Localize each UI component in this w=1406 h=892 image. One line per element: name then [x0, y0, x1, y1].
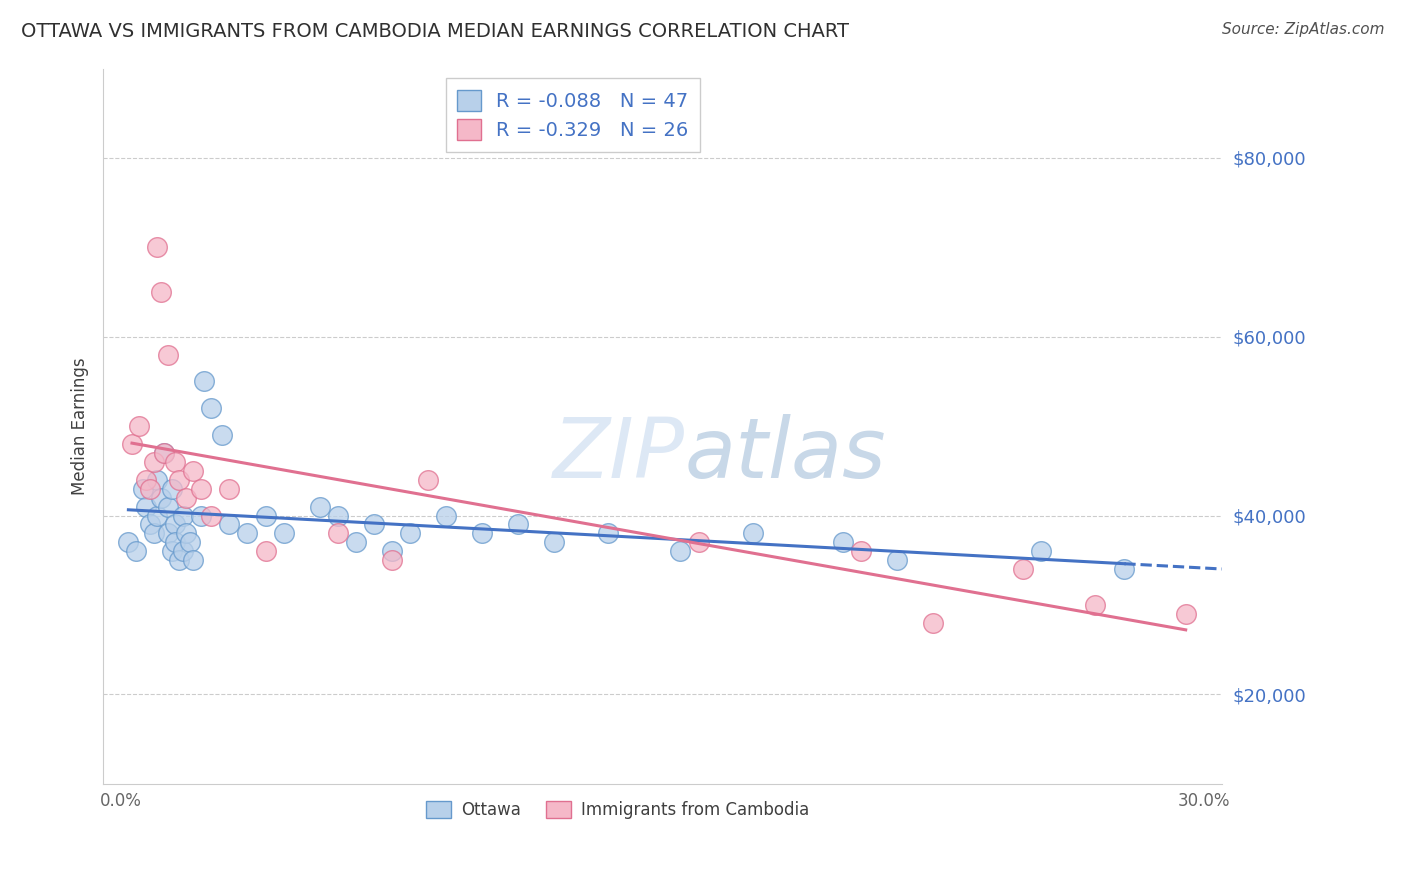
- Point: [922, 615, 945, 630]
- Point: [254, 508, 277, 523]
- Point: [153, 446, 176, 460]
- Point: [886, 553, 908, 567]
- Point: [142, 526, 165, 541]
- Point: [399, 526, 422, 541]
- Point: [344, 535, 367, 549]
- Point: [174, 526, 197, 541]
- Point: [157, 348, 180, 362]
- Point: [508, 517, 530, 532]
- Point: [172, 544, 194, 558]
- Point: [381, 544, 404, 558]
- Point: [172, 508, 194, 523]
- Point: [849, 544, 872, 558]
- Text: atlas: atlas: [685, 414, 886, 495]
- Point: [831, 535, 853, 549]
- Point: [308, 500, 330, 514]
- Point: [139, 517, 162, 532]
- Point: [165, 455, 187, 469]
- Point: [121, 437, 143, 451]
- Point: [273, 526, 295, 541]
- Point: [1114, 562, 1136, 576]
- Point: [218, 517, 240, 532]
- Point: [135, 500, 157, 514]
- Point: [1031, 544, 1053, 558]
- Point: [128, 419, 150, 434]
- Point: [174, 491, 197, 505]
- Point: [1174, 607, 1197, 621]
- Point: [200, 508, 222, 523]
- Point: [146, 508, 169, 523]
- Point: [183, 553, 205, 567]
- Point: [200, 401, 222, 416]
- Point: [1012, 562, 1035, 576]
- Point: [326, 508, 349, 523]
- Legend: Ottawa, Immigrants from Cambodia: Ottawa, Immigrants from Cambodia: [419, 794, 815, 825]
- Point: [142, 455, 165, 469]
- Point: [669, 544, 692, 558]
- Point: [149, 285, 172, 299]
- Point: [160, 544, 183, 558]
- Point: [190, 482, 212, 496]
- Point: [160, 482, 183, 496]
- Point: [363, 517, 385, 532]
- Point: [190, 508, 212, 523]
- Point: [146, 240, 169, 254]
- Point: [598, 526, 620, 541]
- Point: [117, 535, 139, 549]
- Point: [146, 473, 169, 487]
- Point: [165, 517, 187, 532]
- Point: [688, 535, 710, 549]
- Point: [179, 535, 201, 549]
- Point: [157, 526, 180, 541]
- Point: [741, 526, 763, 541]
- Point: [153, 446, 176, 460]
- Point: [167, 553, 190, 567]
- Point: [1084, 598, 1107, 612]
- Point: [543, 535, 565, 549]
- Point: [434, 508, 457, 523]
- Point: [193, 375, 215, 389]
- Point: [218, 482, 240, 496]
- Point: [124, 544, 146, 558]
- Point: [471, 526, 494, 541]
- Point: [165, 535, 187, 549]
- Point: [157, 500, 180, 514]
- Point: [381, 553, 404, 567]
- Point: [254, 544, 277, 558]
- Point: [416, 473, 439, 487]
- Point: [132, 482, 155, 496]
- Text: ZIP: ZIP: [553, 414, 685, 495]
- Text: Source: ZipAtlas.com: Source: ZipAtlas.com: [1222, 22, 1385, 37]
- Point: [167, 473, 190, 487]
- Point: [135, 473, 157, 487]
- Point: [326, 526, 349, 541]
- Point: [139, 482, 162, 496]
- Point: [149, 491, 172, 505]
- Point: [211, 428, 233, 442]
- Y-axis label: Median Earnings: Median Earnings: [72, 358, 89, 495]
- Text: OTTAWA VS IMMIGRANTS FROM CAMBODIA MEDIAN EARNINGS CORRELATION CHART: OTTAWA VS IMMIGRANTS FROM CAMBODIA MEDIA…: [21, 22, 849, 41]
- Point: [183, 464, 205, 478]
- Point: [236, 526, 259, 541]
